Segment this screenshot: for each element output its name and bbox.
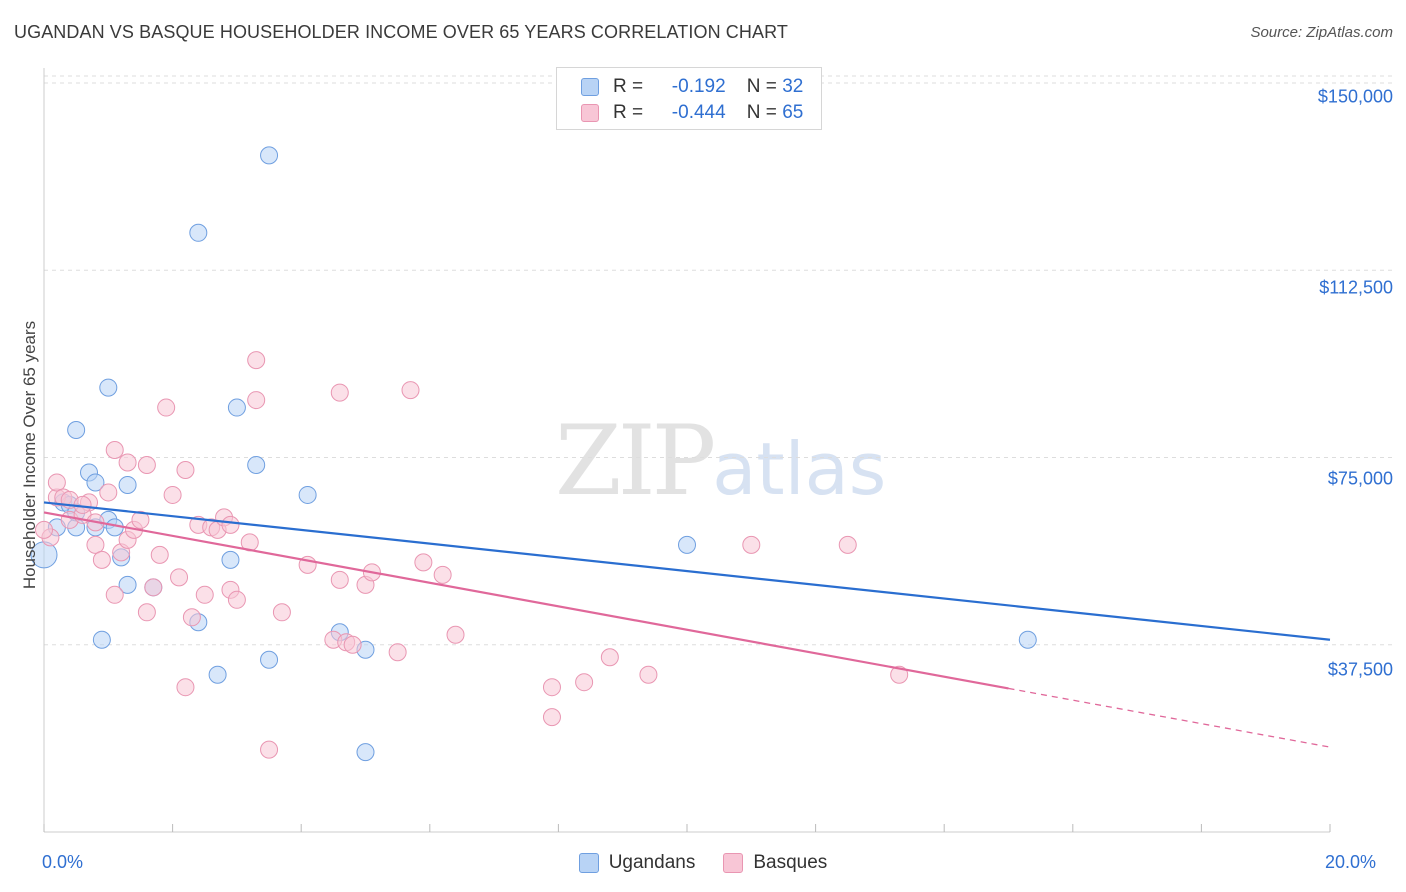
point-basques xyxy=(118,453,137,472)
legend-label-basques: Basques xyxy=(753,852,828,873)
point-basques xyxy=(137,455,156,474)
point-basques xyxy=(890,665,909,684)
point-basques xyxy=(176,678,195,697)
series-legend: Ugandans Basques xyxy=(0,852,1406,874)
trendline-ugandans xyxy=(43,501,1331,641)
x-tick-label-max: 20.0% xyxy=(1325,852,1377,872)
point-basques xyxy=(247,351,266,370)
point-basques xyxy=(414,553,433,572)
point-basques xyxy=(742,535,761,554)
point-ugandans xyxy=(227,398,246,417)
correlation-legend: R = -0.192 N = 32 R = -0.444 N = 65 xyxy=(556,67,822,130)
point-basques xyxy=(330,383,349,402)
point-basques xyxy=(195,585,214,604)
legend-swatch-basques xyxy=(723,853,744,873)
point-basques xyxy=(446,625,465,644)
point-basques xyxy=(92,550,111,569)
legend-n-label: N = xyxy=(746,76,777,97)
point-basques xyxy=(105,585,124,604)
watermark-atlas: atlas xyxy=(712,427,887,511)
point-ugandans xyxy=(99,378,118,397)
point-ugandans xyxy=(221,550,240,569)
legend-item-ugandans: Ugandans xyxy=(578,852,696,874)
legend-n-value: 65 xyxy=(782,102,804,123)
y-tick-label-37500: $37,500 xyxy=(1327,659,1393,680)
y-tick-label-75000: $75,000 xyxy=(1327,468,1393,489)
point-basques xyxy=(838,535,857,554)
watermark-zip: ZIP xyxy=(555,405,716,517)
chart-title: UGANDAN VS BASQUE HOUSEHOLDER INCOME OVE… xyxy=(14,22,788,42)
point-basques xyxy=(600,648,619,667)
point-basques xyxy=(105,441,124,459)
point-ugandans xyxy=(1018,630,1037,649)
point-basques xyxy=(247,391,266,410)
point-basques xyxy=(343,635,362,654)
point-ugandans xyxy=(260,650,279,669)
point-basques xyxy=(99,483,118,502)
legend-n-label: N = xyxy=(746,102,777,123)
legend-item-basques: Basques xyxy=(723,852,827,874)
y-tick-label-150000: $150,000 xyxy=(1317,86,1393,107)
legend-swatch-ugandans xyxy=(578,853,599,873)
source-credit: Source: ZipAtlas.com xyxy=(1250,24,1393,41)
point-ugandans xyxy=(86,473,105,492)
point-ugandans xyxy=(189,223,208,242)
point-basques xyxy=(170,568,189,587)
legend-row-ugandans: R = -0.192 N = 32 xyxy=(581,75,803,99)
trendline-extension-basques xyxy=(1008,687,1331,748)
point-basques xyxy=(131,510,150,529)
point-basques xyxy=(35,520,53,539)
y-tick-label-112500: $112,500 xyxy=(1319,277,1393,298)
point-ugandans xyxy=(356,743,375,762)
point-basques xyxy=(157,398,176,417)
legend-r-label: R = xyxy=(613,102,644,123)
legend-label-ugandans: Ugandans xyxy=(608,852,696,873)
point-basques xyxy=(176,460,195,479)
y-axis-label: Householder Income Over 65 years xyxy=(20,320,39,590)
point-ugandans xyxy=(260,146,279,165)
point-ugandans xyxy=(67,421,86,440)
point-basques xyxy=(163,485,182,504)
point-basques xyxy=(542,678,561,697)
point-basques xyxy=(330,570,349,589)
legend-r-value: -0.192 xyxy=(671,76,726,97)
point-ugandans xyxy=(208,665,227,684)
point-basques xyxy=(47,473,66,492)
point-basques xyxy=(137,603,156,622)
point-basques xyxy=(401,381,420,400)
x-tick-label-min: 0.0% xyxy=(42,852,84,872)
legend-n-value: 32 xyxy=(782,76,804,97)
legend-r-label: R = xyxy=(613,76,644,97)
legend-row-basques: R = -0.444 N = 65 xyxy=(581,101,803,125)
point-ugandans xyxy=(247,455,266,474)
point-basques xyxy=(86,535,105,554)
point-ugandans xyxy=(118,475,137,494)
legend-r-value: -0.444 xyxy=(671,102,726,123)
point-ugandans xyxy=(92,630,111,649)
point-basques xyxy=(182,608,201,627)
point-basques xyxy=(388,643,407,662)
point-ugandans xyxy=(678,535,696,554)
watermark: ZIPatlas xyxy=(555,405,886,517)
legend-swatch-basques xyxy=(581,104,599,122)
point-basques xyxy=(227,590,246,609)
point-basques xyxy=(542,708,561,727)
point-basques xyxy=(272,603,291,622)
point-basques xyxy=(150,545,169,564)
point-basques xyxy=(639,665,658,684)
point-basques xyxy=(221,515,240,534)
point-basques xyxy=(575,673,594,692)
point-ugandans xyxy=(298,485,317,504)
point-basques xyxy=(144,578,163,597)
legend-swatch-ugandans xyxy=(581,78,599,96)
point-basques xyxy=(433,565,452,584)
point-ugandans xyxy=(118,575,137,594)
trendline-basques xyxy=(43,511,1009,690)
point-basques xyxy=(260,740,279,759)
